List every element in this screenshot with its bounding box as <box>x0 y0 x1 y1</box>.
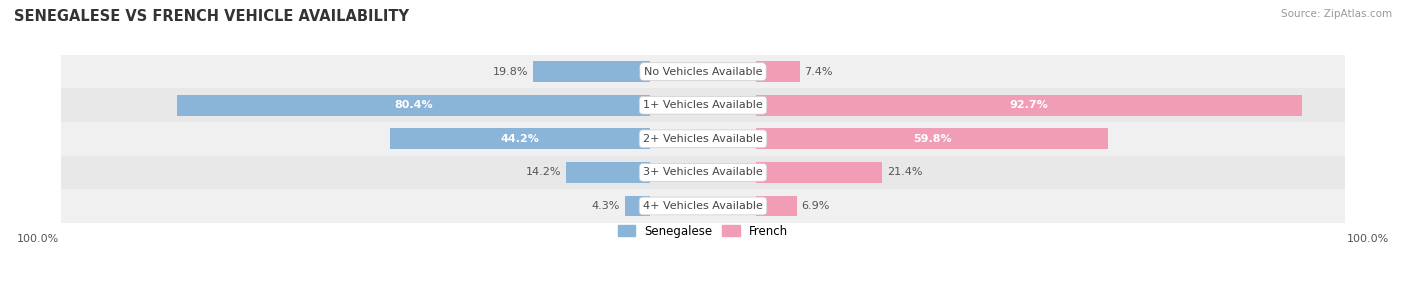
Bar <box>62 189 1344 223</box>
Text: 3+ Vehicles Available: 3+ Vehicles Available <box>643 167 763 177</box>
Text: 4.3%: 4.3% <box>592 201 620 211</box>
Bar <box>533 61 650 82</box>
Bar <box>567 162 650 183</box>
Text: No Vehicles Available: No Vehicles Available <box>644 67 762 77</box>
Bar <box>756 128 1108 149</box>
Text: 14.2%: 14.2% <box>526 167 561 177</box>
Text: 4+ Vehicles Available: 4+ Vehicles Available <box>643 201 763 211</box>
Bar <box>389 128 650 149</box>
Text: 44.2%: 44.2% <box>501 134 540 144</box>
Text: 80.4%: 80.4% <box>394 100 433 110</box>
Bar <box>62 122 1344 156</box>
Text: SENEGALESE VS FRENCH VEHICLE AVAILABILITY: SENEGALESE VS FRENCH VEHICLE AVAILABILIT… <box>14 9 409 23</box>
Text: 92.7%: 92.7% <box>1010 100 1049 110</box>
Bar <box>624 196 650 217</box>
Bar <box>62 156 1344 189</box>
Text: 21.4%: 21.4% <box>887 167 922 177</box>
Text: 59.8%: 59.8% <box>912 134 952 144</box>
Bar <box>62 88 1344 122</box>
Text: 100.0%: 100.0% <box>17 233 59 243</box>
Text: 6.9%: 6.9% <box>801 201 830 211</box>
Legend: Senegalese, French: Senegalese, French <box>617 225 789 238</box>
Text: 7.4%: 7.4% <box>804 67 832 77</box>
Text: 2+ Vehicles Available: 2+ Vehicles Available <box>643 134 763 144</box>
Text: 100.0%: 100.0% <box>1347 233 1389 243</box>
Bar <box>756 95 1302 116</box>
Bar <box>756 61 800 82</box>
Text: 19.8%: 19.8% <box>494 67 529 77</box>
Text: Source: ZipAtlas.com: Source: ZipAtlas.com <box>1281 9 1392 19</box>
Bar <box>62 55 1344 88</box>
Bar <box>756 162 882 183</box>
Bar <box>177 95 650 116</box>
Text: 1+ Vehicles Available: 1+ Vehicles Available <box>643 100 763 110</box>
Bar <box>756 196 797 217</box>
